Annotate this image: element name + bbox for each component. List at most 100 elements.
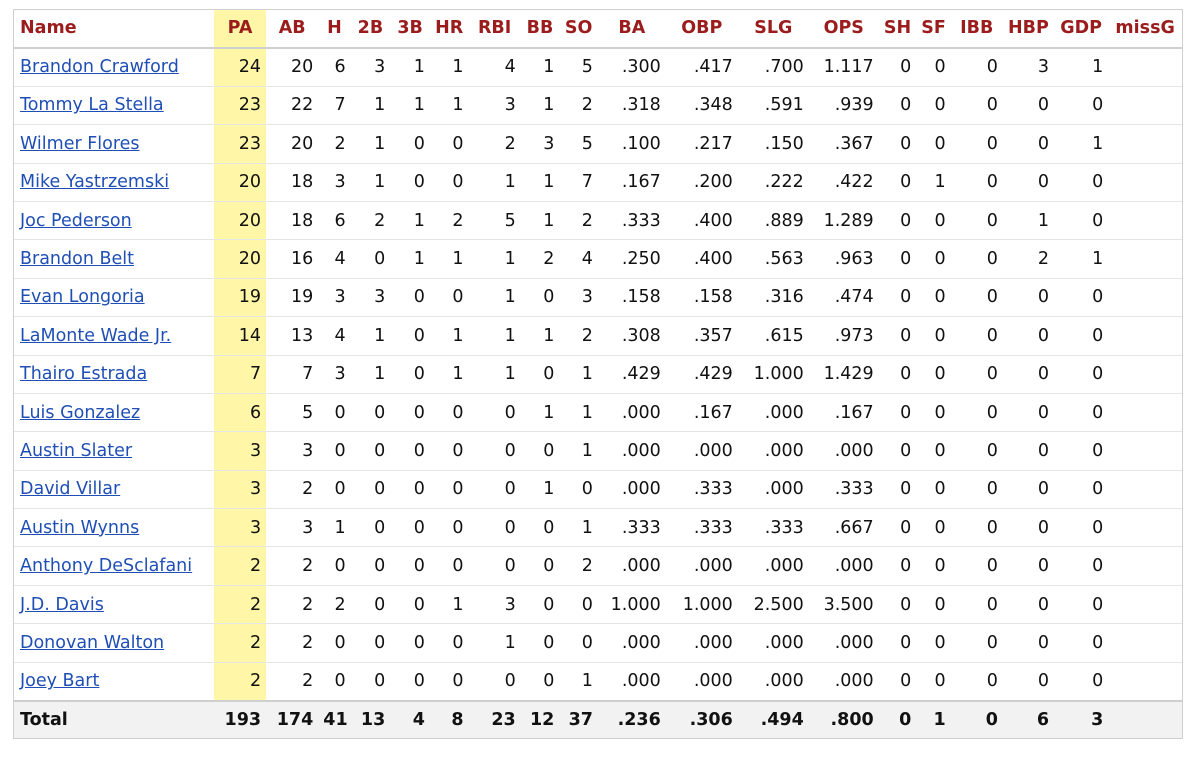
cell-bb: 1	[520, 200, 560, 240]
cell-ba: .318	[597, 85, 666, 125]
cell-pa: 14	[213, 316, 267, 356]
player-link[interactable]: Brandon Belt	[20, 249, 134, 270]
player-name-cell: J.D. Davis	[12, 584, 214, 624]
total-cell-pa: 193	[213, 699, 267, 740]
player-link[interactable]: David Villar	[20, 479, 121, 500]
cell-so: 1	[559, 431, 598, 471]
cell-missg	[1108, 508, 1184, 547]
cell-so: 2	[559, 546, 598, 586]
cell-pa: 2	[213, 661, 267, 701]
player-link[interactable]: Mike Yastrzemski	[20, 172, 170, 193]
column-header-bb[interactable]: BB	[520, 8, 560, 49]
cell-ba: .100	[597, 124, 666, 164]
column-header-slg[interactable]: SLG	[737, 8, 809, 49]
column-header-obp[interactable]: OBP	[665, 8, 738, 49]
cell-3b: 0	[390, 162, 430, 202]
cell-so: 1	[559, 392, 598, 432]
player-name-cell: Mike Yastrzemski	[12, 162, 214, 202]
cell-hr: 1	[429, 85, 469, 125]
cell-sh: 0	[878, 47, 917, 87]
cell-hbp: 0	[1002, 508, 1055, 547]
column-header-rbi[interactable]: RBI	[468, 8, 521, 49]
cell-so: 5	[559, 47, 598, 87]
cell-3b: 0	[390, 623, 430, 663]
column-header-2b[interactable]: 2B	[350, 8, 391, 49]
player-link[interactable]: Austin Slater	[20, 440, 133, 461]
column-header-3b[interactable]: 3B	[390, 8, 430, 49]
cell-hr: 0	[429, 508, 469, 547]
player-link[interactable]: LaMonte Wade Jr.	[20, 325, 172, 346]
cell-h: 0	[318, 623, 351, 663]
table-row: Mike Yastrzemski 20 18 3 1 0 0 1 1 7.167.200.222.…	[12, 162, 1184, 202]
cell-ibb: 0	[950, 239, 1003, 279]
cell-missg	[1108, 316, 1184, 356]
cell-sh: 0	[878, 239, 917, 279]
cell-ops: .333	[808, 469, 879, 509]
column-header-ab[interactable]: AB	[266, 8, 319, 49]
table-row: Joc Pederson 20 18 6 2 1 2 5 1 2.333.400.889 1.289…	[12, 200, 1184, 240]
cell-ops: .000	[808, 546, 879, 586]
player-link[interactable]: Austin Wynns	[20, 517, 140, 538]
player-link[interactable]: Joc Pederson	[20, 210, 132, 231]
cell-missg	[1108, 469, 1184, 509]
table-row: Evan Longoria 19 19 3 3 0 0 1 0 3.158.158.316.474…	[12, 277, 1184, 317]
cell-rbi: 4	[468, 47, 521, 87]
column-header-hr[interactable]: HR	[429, 8, 469, 49]
cell-sh: 0	[878, 508, 917, 547]
cell-sf: 0	[916, 47, 951, 87]
cell-sf: 0	[916, 546, 951, 586]
column-header-name[interactable]: Name	[12, 8, 214, 49]
column-header-ba[interactable]: BA	[597, 8, 666, 49]
column-header-ops[interactable]: OPS	[808, 8, 879, 49]
column-header-pa[interactable]: PA	[213, 8, 267, 49]
cell-missg	[1108, 623, 1184, 663]
cell-slg: .889	[737, 200, 809, 240]
cell-so: 7	[559, 162, 598, 202]
cell-rbi: 2	[468, 124, 521, 164]
cell-ibb: 0	[950, 431, 1003, 471]
column-header-so[interactable]: SO	[559, 8, 598, 49]
column-header-ibb[interactable]: IBB	[950, 8, 1003, 49]
table-row: Luis Gonzalez 6 5 0 0 0 0 0 1 1.000.167.000.167 0 0…	[12, 392, 1184, 432]
cell-ibb: 0	[950, 85, 1003, 125]
cell-sf: 0	[916, 431, 951, 471]
cell-h: 2	[318, 124, 351, 164]
player-link[interactable]: J.D. Davis	[20, 594, 104, 615]
cell-h: 4	[318, 239, 351, 279]
cell-ba: 1.000	[597, 584, 666, 624]
player-name-cell: Donovan Walton	[12, 623, 214, 663]
column-header-h[interactable]: H	[318, 8, 351, 49]
cell-pa: 20	[213, 239, 267, 279]
cell-gdp: 0	[1054, 277, 1109, 317]
player-link[interactable]: Tommy La Stella	[20, 95, 164, 116]
player-link[interactable]: Anthony DeSclafani	[20, 556, 193, 577]
cell-ops: 3.500	[808, 584, 879, 624]
player-link[interactable]: Joey Bart	[20, 671, 100, 692]
player-link[interactable]: Brandon Crawford	[20, 57, 179, 78]
player-link[interactable]: Wilmer Flores	[20, 133, 140, 154]
cell-h: 3	[318, 162, 351, 202]
cell-pa: 3	[213, 508, 267, 547]
cell-ab: 18	[266, 162, 319, 202]
column-header-sh[interactable]: SH	[878, 8, 917, 49]
cell-hr: 1	[429, 316, 469, 356]
cell-sf: 0	[916, 354, 951, 394]
player-link[interactable]: Donovan Walton	[20, 632, 165, 653]
column-header-missg[interactable]: missG	[1108, 8, 1184, 49]
cell-sh: 0	[878, 431, 917, 471]
column-header-hbp[interactable]: HBP	[1002, 8, 1055, 49]
column-header-sf[interactable]: SF	[916, 8, 951, 49]
cell-hbp: 0	[1002, 162, 1055, 202]
player-name-cell: Thairo Estrada	[12, 354, 214, 394]
cell-ba: .308	[597, 316, 666, 356]
player-link[interactable]: Evan Longoria	[20, 287, 145, 308]
cell-rbi: 5	[468, 200, 521, 240]
cell-ab: 3	[266, 508, 319, 547]
player-link[interactable]: Luis Gonzalez	[20, 402, 141, 423]
cell-obp: .429	[665, 354, 738, 394]
cell-hbp: 0	[1002, 661, 1055, 701]
column-header-gdp[interactable]: GDP	[1054, 8, 1109, 49]
player-link[interactable]: Thairo Estrada	[20, 364, 148, 385]
cell-bb: 1	[520, 316, 560, 356]
cell-so: 0	[559, 469, 598, 509]
